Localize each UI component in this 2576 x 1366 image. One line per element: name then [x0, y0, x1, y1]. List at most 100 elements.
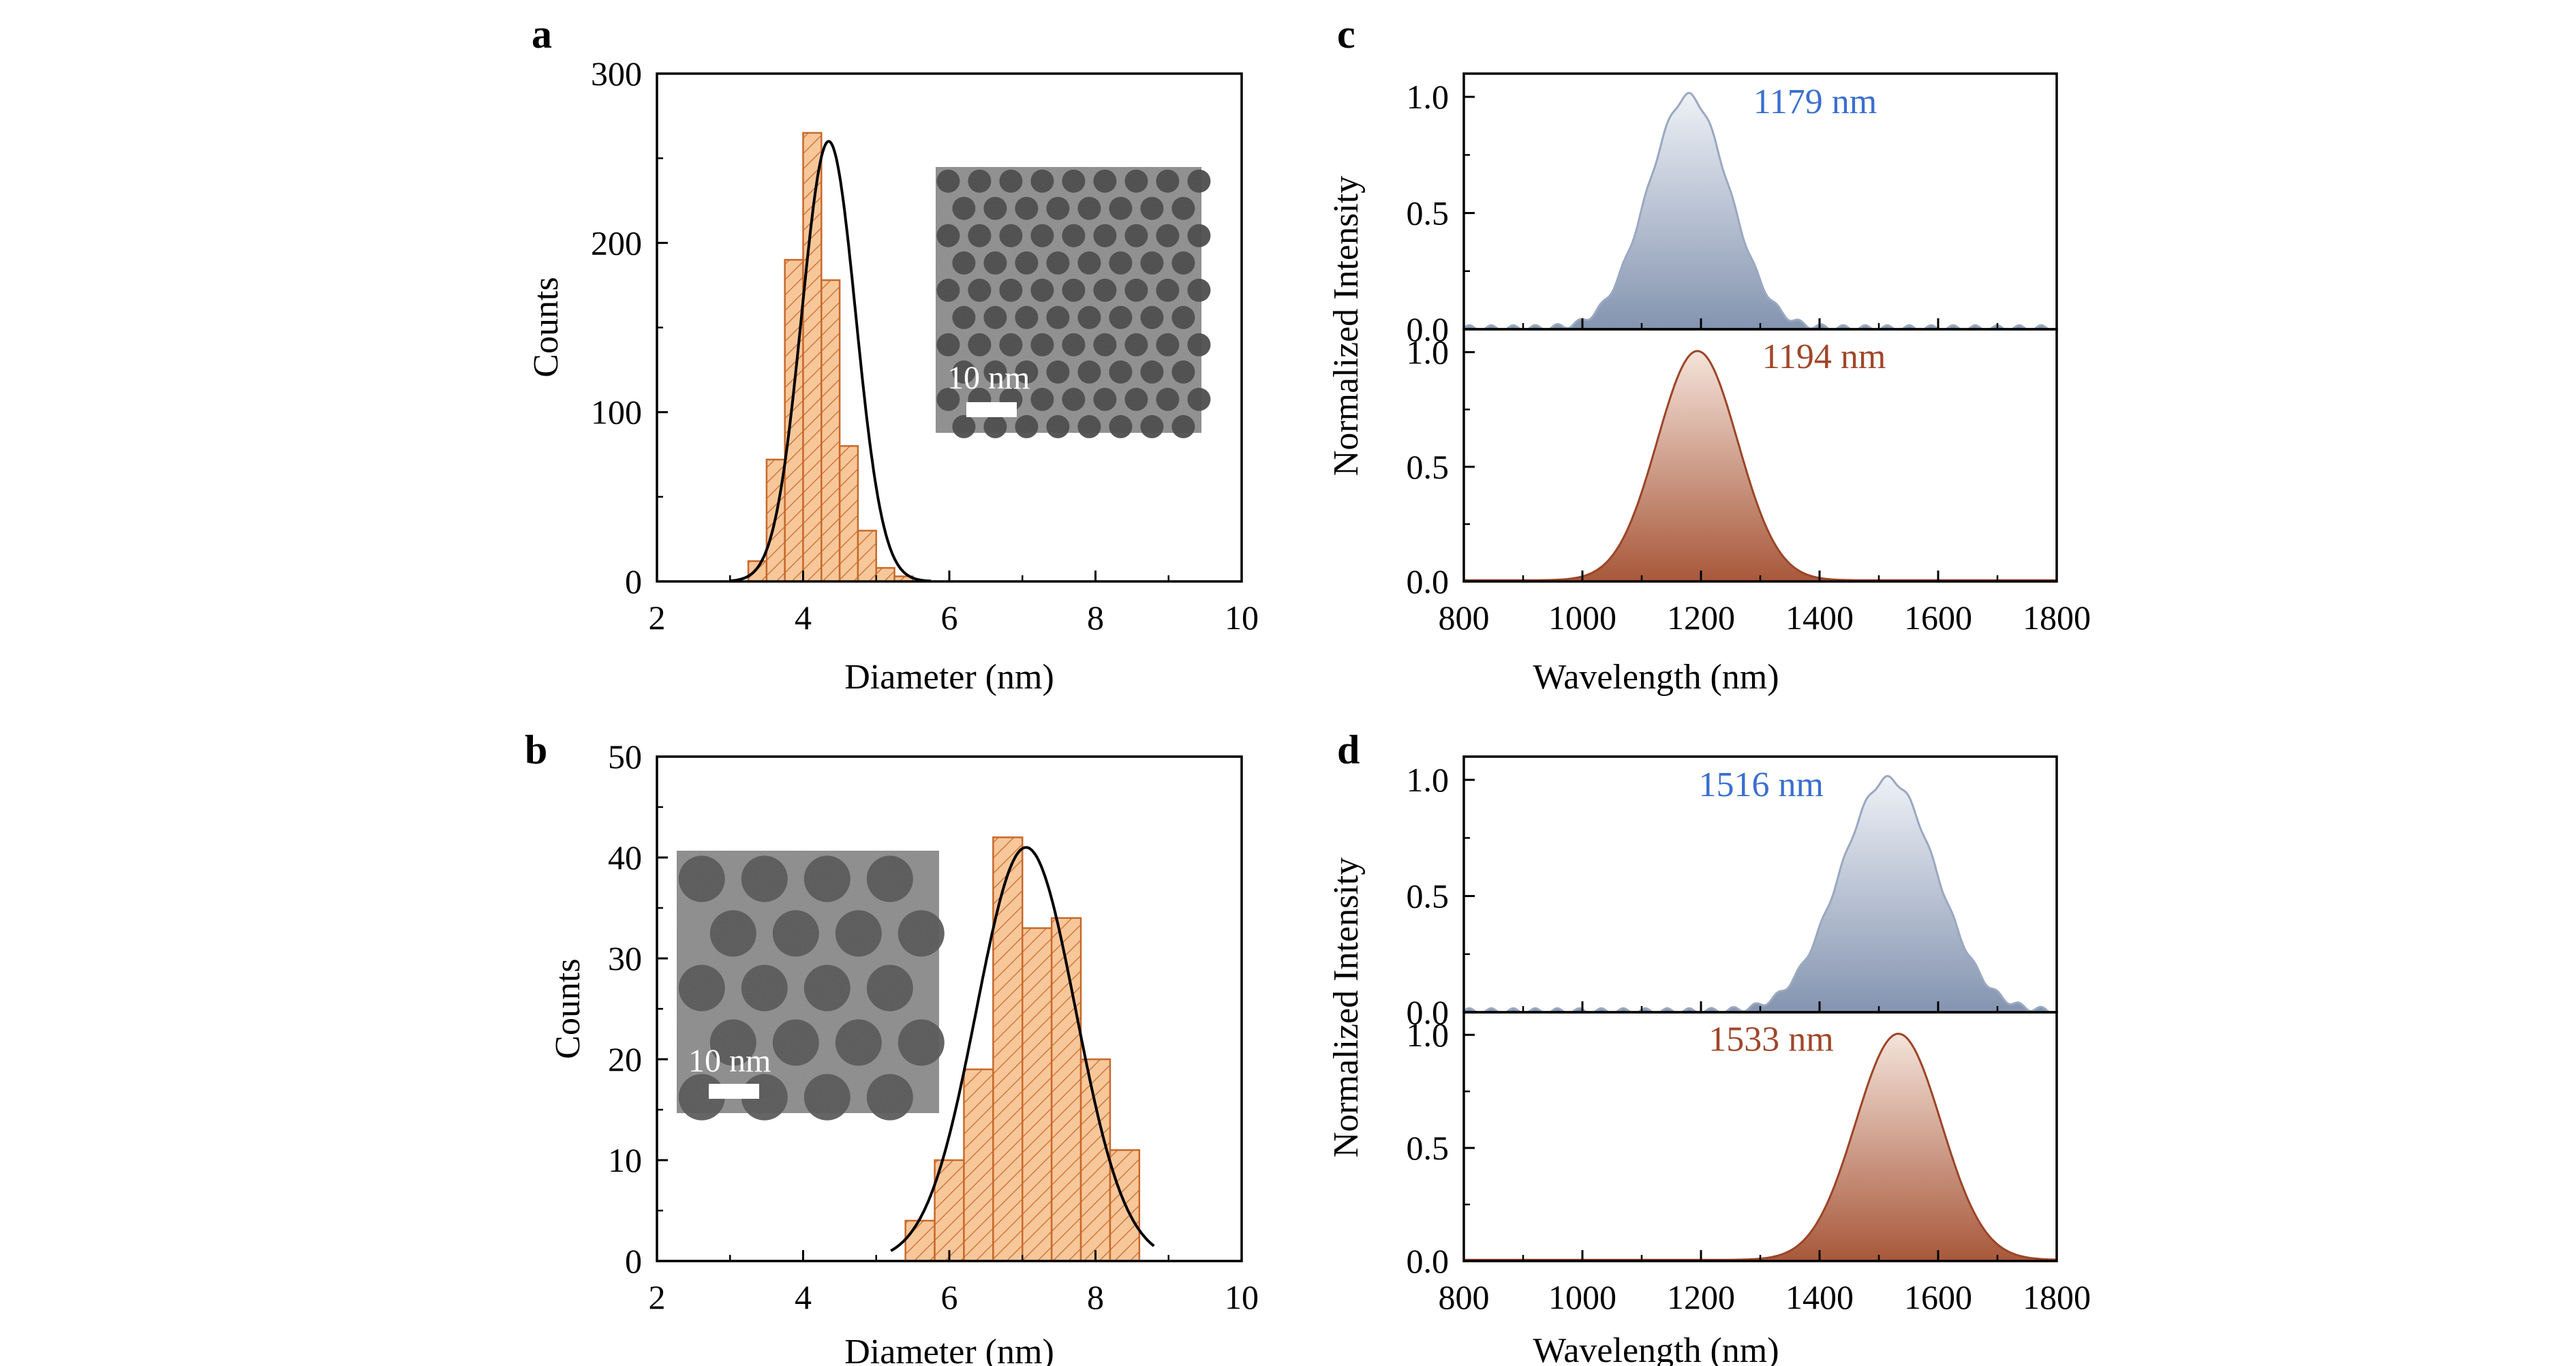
histogram-panel-b: 10 nm 2 4 6 8 10 0 10 20 30 40 50 Diameter (nm) Co…: [549, 738, 1259, 1366]
spectra-panel-d: 1516 nm 0.0 0.5 1.0 1533 nm 0.0 0.5 1.0 800 100…: [1327, 755, 2091, 1366]
histogram-bar: [838, 445, 859, 583]
x-tick-label: 6: [941, 598, 958, 637]
spectrum-area: [1464, 351, 2057, 581]
y-tick-label: 50: [608, 738, 642, 776]
y-axis-title-d: Normalized Intensity: [1327, 857, 1366, 1157]
y-tick-label: 0: [625, 1242, 642, 1280]
panel-label-c: c: [1337, 12, 1355, 57]
x-tick-label: 10: [1225, 598, 1259, 637]
spectrum-area: [1464, 1033, 2057, 1261]
x-tick-label: 1800: [2023, 1278, 2091, 1316]
y-tick-label: 300: [591, 55, 642, 93]
x-axis-title-a: Diameter (nm): [844, 658, 1054, 697]
histogram-bar: [1022, 927, 1053, 1262]
axes-d: 800 1000 1200 1400 1600 1800: [1439, 1278, 2091, 1316]
y-axis-title-b: Counts: [549, 958, 587, 1059]
scale-bar-b: [709, 1084, 759, 1099]
y-tick-label: 1.0: [1407, 761, 1450, 799]
x-tick-label: 1200: [1667, 1278, 1735, 1316]
x-tick-label: 2: [649, 598, 666, 637]
spectrum-c-bottom: 1194 nm 0.0 0.5 1.0: [1407, 328, 2058, 601]
y-tick-label: 0.5: [1407, 194, 1450, 232]
x-axis-title-b: Diameter (nm): [844, 1333, 1054, 1366]
histogram-bar: [1079, 1058, 1111, 1262]
spectrum-d-top: 1516 nm 0.0 0.5 1.0: [1407, 755, 2058, 1031]
spectrum-line: [1463, 774, 2057, 1014]
x-tick-label: 1000: [1548, 598, 1616, 637]
y-axis-title-c: Normalized Intensity: [1327, 176, 1366, 476]
panel-label-a: a: [532, 12, 552, 57]
x-tick-label: 1800: [2023, 598, 2091, 637]
x-tick-label: 8: [1087, 1278, 1104, 1316]
histogram-bar: [904, 1219, 936, 1262]
x-axis-title-d: Wavelength (nm): [1533, 1331, 1779, 1366]
histogram-bar: [934, 1159, 965, 1262]
y-tick-label: 0: [625, 562, 642, 601]
x-tick-label: 4: [795, 1278, 812, 1316]
spectrum-c-top: 1179 nm 0.0 0.5 1.0: [1407, 72, 2058, 348]
y-tick-label: 1.0: [1407, 78, 1450, 116]
x-tick-label: 10: [1225, 1278, 1259, 1316]
histogram-bar: [857, 530, 877, 583]
peak-label: 1179 nm: [1753, 82, 1877, 121]
y-tick-label: 0.5: [1407, 1129, 1450, 1167]
gaussian-fit-a: [730, 140, 932, 583]
peak-label: 1516 nm: [1698, 765, 1823, 804]
histogram-bar: [992, 836, 1024, 1262]
scale-bar-label-a: 10 nm: [947, 360, 1030, 396]
tem-inset-a: 10 nm: [936, 167, 1211, 438]
y-tick-label: 1.0: [1407, 333, 1450, 371]
histogram-a-bars: [747, 132, 914, 583]
x-axis-title-c: Wavelength (nm): [1533, 658, 1779, 697]
histogram-bar: [747, 560, 768, 583]
axes-b: 2 4 6 8 10 0 10 20 30 40 50: [608, 738, 1259, 1316]
panel-label-b: b: [525, 727, 547, 772]
y-tick-label: 100: [591, 393, 642, 431]
scale-bar-label-b: 10 nm: [688, 1043, 771, 1079]
x-tick-label: 1200: [1667, 598, 1735, 637]
y-axis-title-a: Counts: [527, 277, 566, 377]
spectrum-area: [1464, 776, 2057, 1012]
x-tick-label: 800: [1439, 598, 1490, 637]
y-tick-label: 1.0: [1407, 1016, 1450, 1054]
y-tick-label: 0.5: [1407, 877, 1450, 915]
x-tick-label: 1400: [1785, 1278, 1854, 1316]
y-tick-label: 0.0: [1407, 993, 1450, 1031]
tem-inset-b-grain: [677, 851, 939, 1113]
y-tick-label: 0.5: [1407, 448, 1450, 486]
x-tick-label: 2: [649, 1278, 666, 1316]
histogram-bar: [802, 132, 823, 583]
x-tick-label: 1600: [1904, 1278, 1972, 1316]
scale-bar-a: [966, 402, 1017, 417]
y-tick-label: 20: [608, 1040, 642, 1078]
y-tick-label: 10: [608, 1141, 642, 1179]
tem-inset-b: 10 nm: [677, 851, 945, 1121]
x-tick-label: 1000: [1548, 1278, 1616, 1316]
histogram-bar: [821, 279, 841, 583]
histogram-bar: [875, 566, 895, 583]
x-tick-label: 4: [795, 598, 812, 637]
x-tick-label: 800: [1439, 1278, 1490, 1316]
histogram-bar: [1050, 917, 1082, 1262]
y-tick-label: 40: [608, 838, 642, 877]
y-tick-label: 0.0: [1407, 310, 1450, 348]
x-tick-label: 1600: [1904, 598, 1972, 637]
histogram-bar: [784, 258, 804, 583]
x-tick-label: 6: [941, 1278, 958, 1316]
spectrum-d-bottom: 1533 nm 0.0 0.5 1.0: [1407, 1011, 2058, 1280]
x-tick-label: 1400: [1785, 598, 1854, 637]
y-tick-label: 200: [591, 224, 642, 262]
y-tick-label: 0.0: [1407, 1242, 1450, 1280]
axes-c: 800 1000 1200 1400 1600 1800: [1439, 598, 2091, 637]
tem-inset-a-grain: [936, 167, 1201, 433]
peak-label: 1533 nm: [1708, 1020, 1833, 1059]
spectra-panel-c: 1179 nm 0.0 0.5 1.0 1194 nm 0.0 0.5 1.0 800 100…: [1327, 72, 2091, 697]
histogram-bar: [963, 1068, 994, 1262]
y-tick-label: 0.0: [1407, 562, 1450, 601]
peak-label: 1194 nm: [1762, 337, 1886, 376]
spectrum-area: [1464, 93, 2057, 330]
panel-label-d: d: [1337, 727, 1360, 772]
